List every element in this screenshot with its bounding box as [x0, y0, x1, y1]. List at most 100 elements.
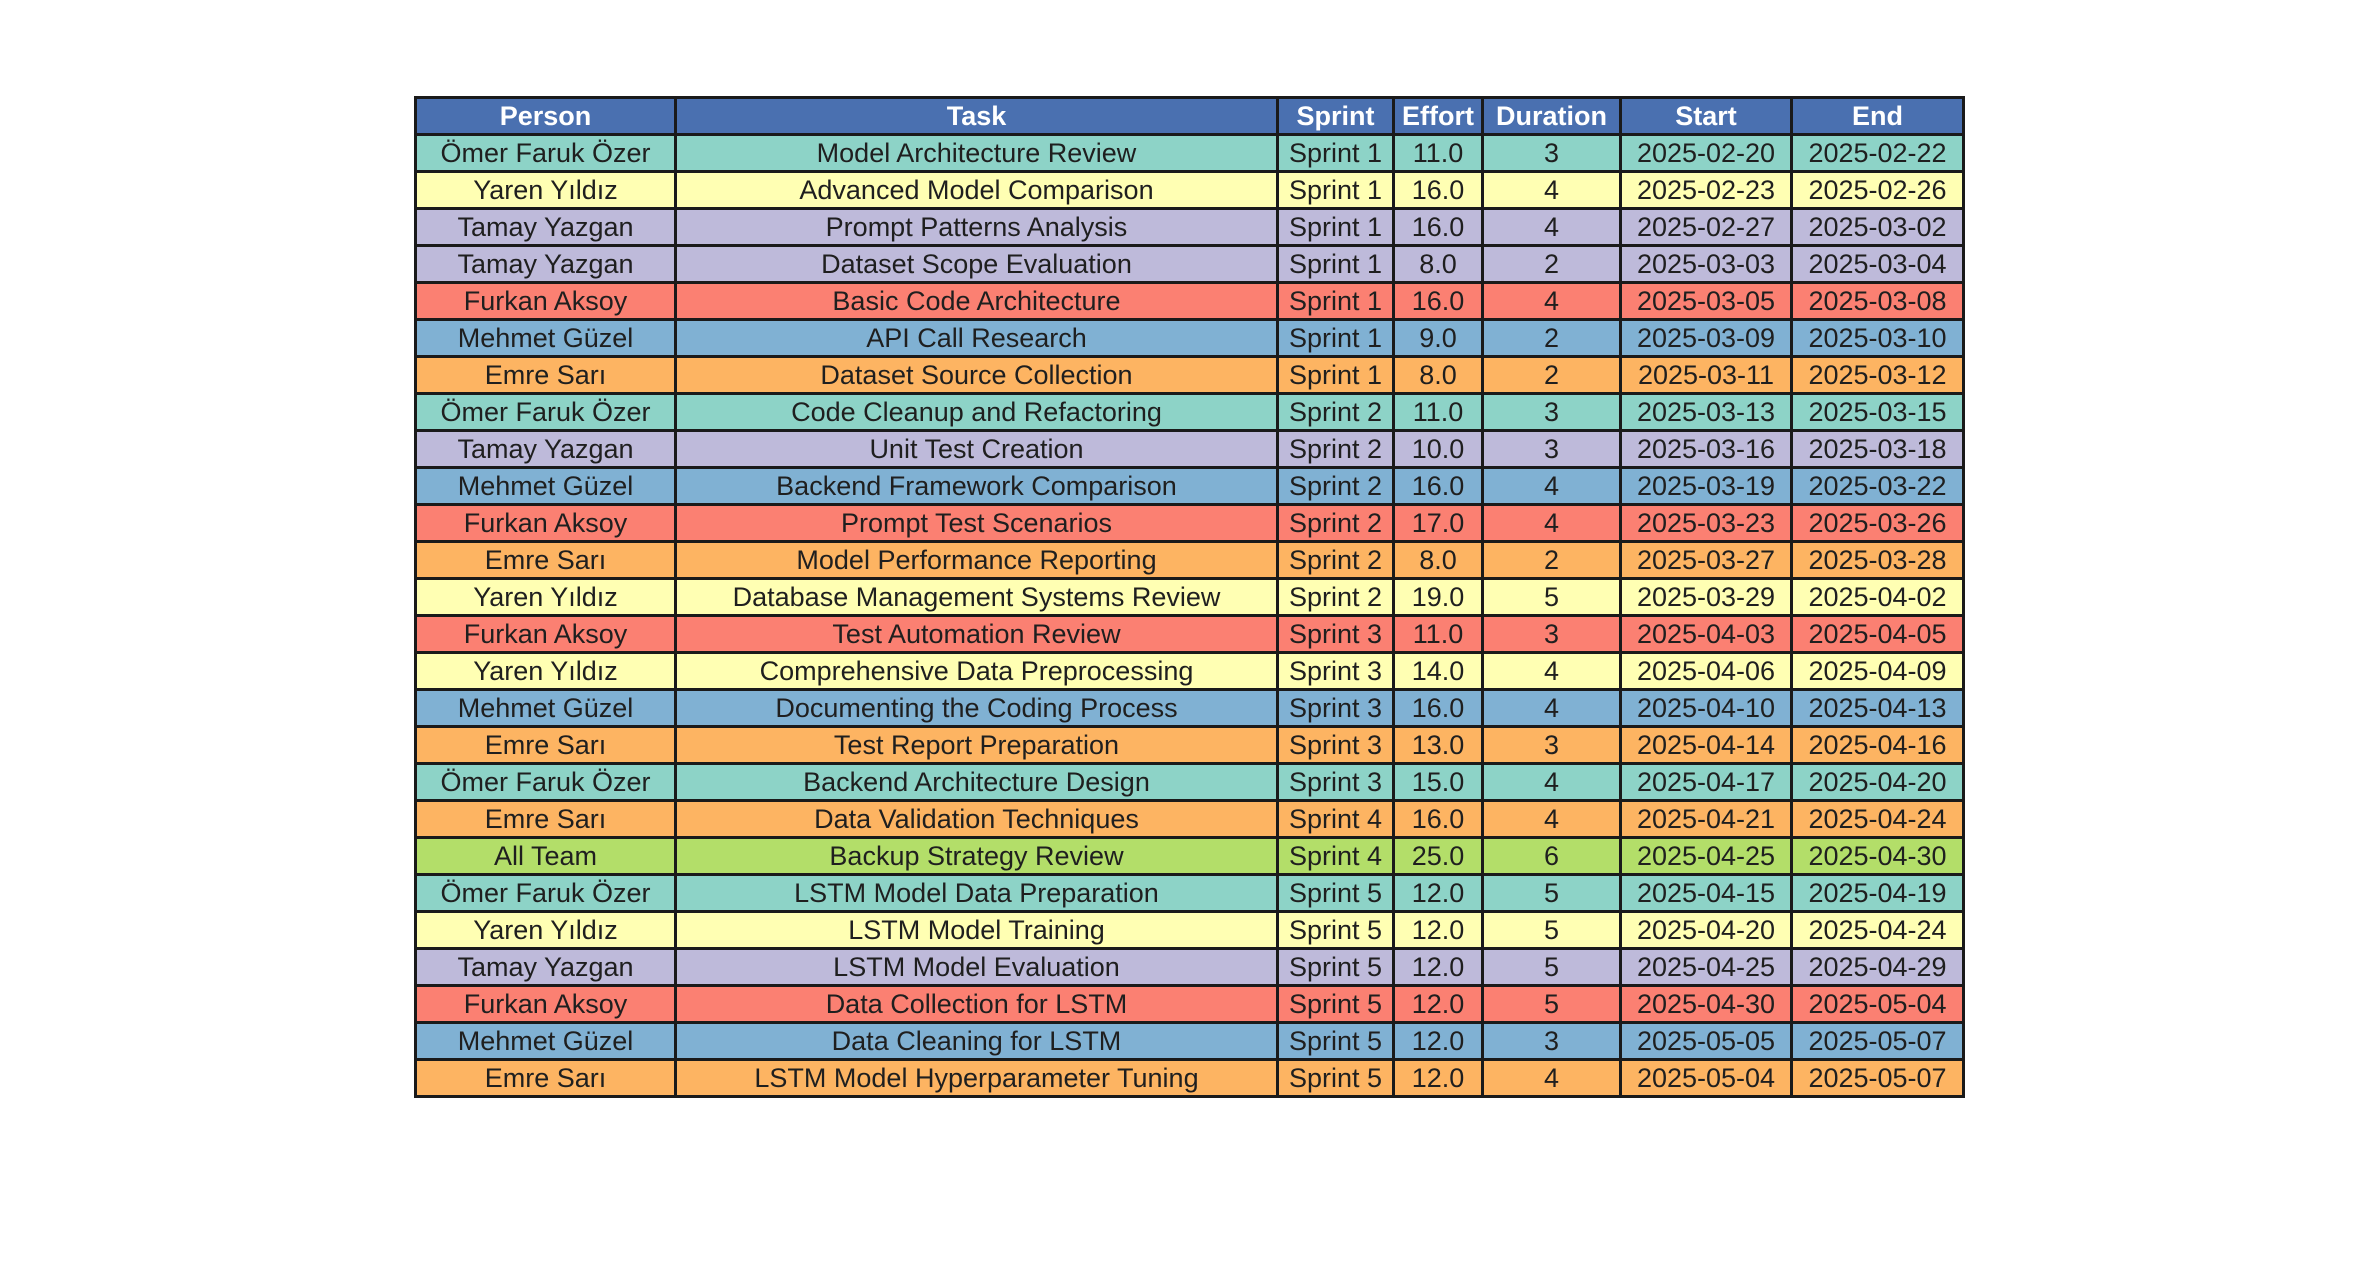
cell-task: Model Performance Reporting: [674, 540, 1279, 580]
cell-start: 2025-03-03: [1619, 244, 1793, 284]
cell-sprint: Sprint 5: [1276, 873, 1395, 913]
cell-effort: 8.0: [1392, 355, 1484, 395]
cell-start: 2025-04-20: [1619, 910, 1793, 950]
cell-start: 2025-05-05: [1619, 1021, 1793, 1061]
cell-duration: 4: [1481, 688, 1622, 728]
cell-task: Database Management Systems Review: [674, 577, 1279, 617]
table-row: Mehmet Güzel Backend Framework Comparison…: [414, 466, 1965, 506]
cell-start: 2025-04-25: [1619, 947, 1793, 987]
table-row: Emre Sarı Data Validation Techniques Sprin…: [414, 799, 1965, 839]
header-sprint: Sprint: [1276, 96, 1395, 136]
cell-duration: 4: [1481, 170, 1622, 210]
cell-start: 2025-03-13: [1619, 392, 1793, 432]
cell-start: 2025-03-05: [1619, 281, 1793, 321]
cell-sprint: Sprint 1: [1276, 281, 1395, 321]
cell-person: Furkan Aksoy: [414, 281, 677, 321]
cell-person: Tamay Yazgan: [414, 947, 677, 987]
cell-effort: 16.0: [1392, 281, 1484, 321]
cell-end: 2025-04-24: [1790, 799, 1965, 839]
cell-end: 2025-03-04: [1790, 244, 1965, 284]
cell-duration: 5: [1481, 873, 1622, 913]
cell-effort: 10.0: [1392, 429, 1484, 469]
header-row: Person Task Sprint Effort Duration Start…: [414, 96, 1965, 136]
cell-start: 2025-02-20: [1619, 133, 1793, 173]
cell-sprint: Sprint 2: [1276, 429, 1395, 469]
cell-end: 2025-04-29: [1790, 947, 1965, 987]
cell-duration: 5: [1481, 577, 1622, 617]
cell-person: Ömer Faruk Özer: [414, 762, 677, 802]
cell-person: Emre Sarı: [414, 540, 677, 580]
cell-person: All Team: [414, 836, 677, 876]
cell-person: Emre Sarı: [414, 355, 677, 395]
cell-end: 2025-02-26: [1790, 170, 1965, 210]
cell-person: Furkan Aksoy: [414, 503, 677, 543]
cell-duration: 2: [1481, 355, 1622, 395]
cell-start: 2025-02-27: [1619, 207, 1793, 247]
cell-effort: 12.0: [1392, 984, 1484, 1024]
cell-effort: 16.0: [1392, 207, 1484, 247]
cell-task: Backend Framework Comparison: [674, 466, 1279, 506]
cell-duration: 3: [1481, 133, 1622, 173]
table-row: Ömer Faruk Özer Backend Architecture Desi…: [414, 762, 1965, 802]
cell-duration: 4: [1481, 762, 1622, 802]
cell-start: 2025-04-21: [1619, 799, 1793, 839]
header-task: Task: [674, 96, 1279, 136]
cell-sprint: Sprint 5: [1276, 910, 1395, 950]
cell-sprint: Sprint 3: [1276, 688, 1395, 728]
table-row: Ömer Faruk Özer LSTM Model Data Preparati…: [414, 873, 1965, 913]
cell-task: LSTM Model Evaluation: [674, 947, 1279, 987]
cell-person: Mehmet Güzel: [414, 1021, 677, 1061]
cell-duration: 2: [1481, 540, 1622, 580]
cell-task: Data Validation Techniques: [674, 799, 1279, 839]
cell-effort: 12.0: [1392, 947, 1484, 987]
cell-effort: 12.0: [1392, 873, 1484, 913]
table-row: Emre Sarı Test Report Preparation Sprint 3…: [414, 725, 1965, 765]
cell-duration: 4: [1481, 1058, 1622, 1098]
cell-sprint: Sprint 5: [1276, 947, 1395, 987]
cell-task: LSTM Model Data Preparation: [674, 873, 1279, 913]
table-row: All Team Backup Strategy Review Sprint 4 25…: [414, 836, 1965, 876]
cell-start: 2025-03-16: [1619, 429, 1793, 469]
cell-duration: 5: [1481, 984, 1622, 1024]
cell-person: Mehmet Güzel: [414, 318, 677, 358]
cell-sprint: Sprint 1: [1276, 207, 1395, 247]
cell-effort: 25.0: [1392, 836, 1484, 876]
cell-start: 2025-04-30: [1619, 984, 1793, 1024]
cell-sprint: Sprint 1: [1276, 318, 1395, 358]
cell-duration: 2: [1481, 244, 1622, 284]
cell-end: 2025-05-07: [1790, 1058, 1965, 1098]
table-row: Furkan Aksoy Data Collection for LSTM Spri…: [414, 984, 1965, 1024]
cell-duration: 4: [1481, 503, 1622, 543]
cell-person: Mehmet Güzel: [414, 466, 677, 506]
cell-duration: 3: [1481, 614, 1622, 654]
table-row: Mehmet Güzel Data Cleaning for LSTM Sprint…: [414, 1021, 1965, 1061]
cell-person: Ömer Faruk Özer: [414, 133, 677, 173]
cell-sprint: Sprint 1: [1276, 133, 1395, 173]
cell-end: 2025-04-19: [1790, 873, 1965, 913]
cell-start: 2025-04-06: [1619, 651, 1793, 691]
cell-person: Furkan Aksoy: [414, 984, 677, 1024]
cell-person: Yaren Yıldız: [414, 170, 677, 210]
cell-end: 2025-03-22: [1790, 466, 1965, 506]
table-row: Mehmet Güzel API Call Research Sprint 1 9.0…: [414, 318, 1965, 358]
cell-effort: 11.0: [1392, 133, 1484, 173]
cell-duration: 3: [1481, 725, 1622, 765]
cell-sprint: Sprint 2: [1276, 540, 1395, 580]
cell-task: Advanced Model Comparison: [674, 170, 1279, 210]
table-row: Yaren Yıldız Advanced Model Comparison Spr…: [414, 170, 1965, 210]
cell-effort: 12.0: [1392, 1058, 1484, 1098]
cell-effort: 17.0: [1392, 503, 1484, 543]
cell-effort: 16.0: [1392, 799, 1484, 839]
cell-start: 2025-03-29: [1619, 577, 1793, 617]
cell-end: 2025-03-15: [1790, 392, 1965, 432]
cell-task: Code Cleanup and Refactoring: [674, 392, 1279, 432]
cell-duration: 5: [1481, 947, 1622, 987]
cell-end: 2025-04-09: [1790, 651, 1965, 691]
cell-effort: 11.0: [1392, 392, 1484, 432]
cell-start: 2025-03-23: [1619, 503, 1793, 543]
cell-duration: 6: [1481, 836, 1622, 876]
cell-end: 2025-03-02: [1790, 207, 1965, 247]
cell-end: 2025-03-08: [1790, 281, 1965, 321]
cell-task: Prompt Patterns Analysis: [674, 207, 1279, 247]
cell-person: Emre Sarı: [414, 799, 677, 839]
